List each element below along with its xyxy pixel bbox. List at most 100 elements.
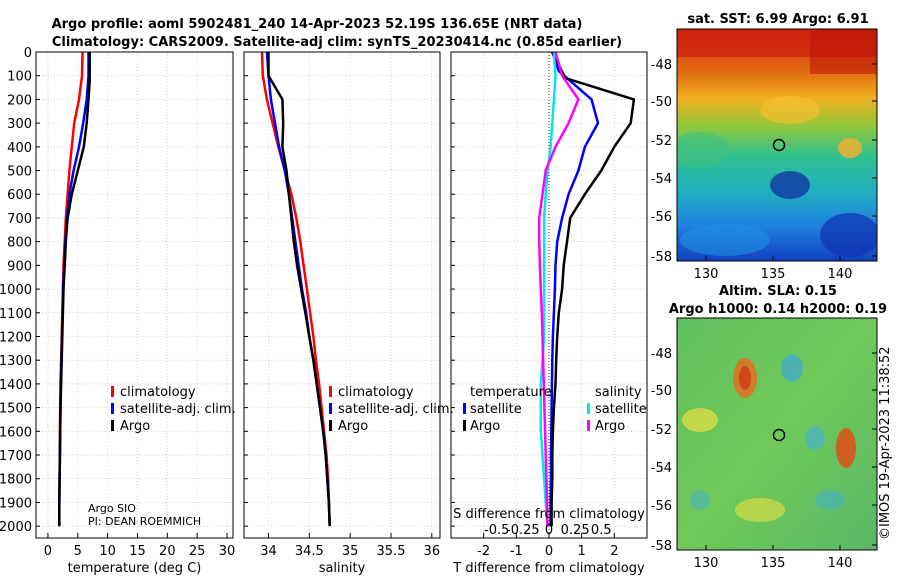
legend-climatology: climatology	[120, 385, 196, 400]
chart-temperature: 0 5 10 15 20 25 300100200300400500600700800900…	[0, 46, 235, 576]
y-tick-label: 300	[7, 117, 32, 132]
x-tick-label: 34.5	[295, 544, 324, 559]
lon-tick-label: 140	[828, 267, 853, 282]
legend-swatch-satellite	[111, 403, 114, 414]
legend-swatch-s-satellite	[587, 403, 590, 414]
lat-tick-label: -52	[651, 423, 672, 438]
x-tick-label: 2	[610, 544, 618, 559]
lat-tick-label: -50	[651, 384, 672, 399]
lat-tick-label: -58	[651, 539, 672, 554]
y-tick-label: 700	[7, 212, 32, 227]
x-tick-label: 35	[342, 544, 359, 559]
x-tick-label: 0	[44, 544, 52, 559]
y-tick-label: 200	[7, 93, 32, 108]
chart-difference: -2 -1 0 1 2 T difference from climatology S di…	[450, 51, 648, 576]
figure-title-line2: Climatology: CARS2009. Satellite-adj cli…	[52, 35, 622, 50]
series-t-argo	[550, 51, 636, 527]
lat-tick-label: -54	[651, 461, 672, 476]
y-tick-label: 2000	[0, 520, 32, 535]
y-tick-label: 1200	[0, 330, 32, 345]
x-axis-label: temperature (deg C)	[68, 561, 202, 576]
lon-tick-label: 135	[761, 556, 786, 571]
chart-salinity: 34 34.5 35 35.5 36 salinity	[243, 51, 441, 576]
y-tick-label: 100	[7, 70, 32, 85]
legend-t-satellite: satellite	[470, 402, 522, 417]
y-tick-label: 1000	[0, 283, 32, 298]
y-tick-label: 1100	[0, 307, 32, 322]
lat-tick-label: -48	[651, 58, 672, 73]
legend-swatch-s-argo	[587, 420, 590, 431]
series-argo	[267, 52, 331, 527]
legend-argo: Argo	[120, 419, 150, 434]
y-tick-label: 900	[7, 259, 32, 274]
legend-s-satellite: satellite	[595, 402, 647, 417]
legend-swatch-climatology	[111, 386, 114, 397]
lat-tick-label: -58	[651, 250, 672, 265]
difference-legend: temperature satellite Argo salinity sate…	[463, 385, 647, 434]
x-tick-label: 34	[260, 544, 277, 559]
secondary-x-tick-label: 0.5	[591, 523, 612, 538]
y-tick-label: 1800	[0, 473, 32, 488]
legend-swatch-t-satellite	[463, 403, 466, 414]
argo-position-marker	[772, 428, 786, 442]
legend-swatch-t-argo	[463, 420, 466, 431]
series-s-argo	[537, 51, 580, 527]
sst-map: sat. SST: 6.99 Argo: 6.91 -48 -50 -52 -54 -5…	[651, 12, 878, 282]
secondary-x-tick-label: 0.25	[561, 523, 590, 538]
salinity-legend: climatology satellite-adj. clim. Argo	[329, 385, 454, 434]
lat-tick-label: -48	[651, 347, 672, 362]
x-tick-label: 0	[545, 544, 553, 559]
legend-s-argo: Argo	[595, 419, 625, 434]
legend-climatology: climatology	[338, 385, 414, 400]
y-tick-label: 1900	[0, 496, 32, 511]
y-tick-label: 600	[7, 188, 32, 203]
x-tick-label: -2	[477, 544, 490, 559]
lat-tick-label: -56	[651, 210, 672, 225]
lat-tick-label: -52	[651, 134, 672, 149]
x-tick-label: 5	[74, 544, 82, 559]
legend-swatch-climatology	[329, 386, 332, 397]
secondary-x-tick-label: -0.25	[506, 523, 540, 538]
y-tick-label: 1300	[0, 354, 32, 369]
lat-tick-label: -50	[651, 95, 672, 110]
credit: Argo SIO PI: DEAN ROEMMICH	[88, 502, 201, 528]
sst-map-title: sat. SST: 6.99 Argo: 6.91	[687, 12, 868, 27]
figure-title-line1: Argo profile: aoml 5902481_240 14-Apr-20…	[52, 17, 583, 32]
x-tick-label: 35.5	[377, 544, 406, 559]
lon-tick-label: 130	[694, 267, 719, 282]
x-tick-label: -1	[510, 544, 523, 559]
lat-tick-label: -54	[651, 172, 672, 187]
legend-swatch-satellite	[329, 403, 332, 414]
x-tick-label: 10	[99, 544, 116, 559]
x-tick-label: 15	[129, 544, 146, 559]
x-tick-label: 36	[424, 544, 441, 559]
argo-position-marker	[772, 138, 786, 152]
legend-t-argo: Argo	[470, 419, 500, 434]
series-s-satellite	[539, 51, 557, 527]
lon-tick-label: 140	[828, 556, 853, 571]
legend-salinity-header: salinity	[595, 385, 642, 400]
x-tick-label: 1	[578, 544, 586, 559]
y-tick-label: 1500	[0, 402, 32, 417]
secondary-x-axis-label: S difference from climatology	[453, 507, 645, 522]
lon-tick-label: 135	[761, 267, 786, 282]
credit-line1: Argo SIO	[88, 502, 136, 515]
x-tick-label: 25	[189, 544, 206, 559]
plot-frame	[243, 51, 441, 539]
y-tick-label: 1400	[0, 378, 32, 393]
legend-argo: Argo	[338, 419, 368, 434]
sla-map-title1: Altim. SLA: 0.15	[719, 284, 837, 299]
legend-temperature-header: temperature	[470, 385, 552, 400]
lon-tick-label: 130	[694, 556, 719, 571]
x-axis-label: T difference from climatology	[452, 561, 645, 576]
x-tick-label: 20	[159, 544, 176, 559]
y-tick-label: 800	[7, 236, 32, 251]
secondary-x-tick-label: 0	[545, 523, 553, 538]
legend-satellite: satellite-adj. clim.	[338, 402, 454, 417]
sla-map-title2: Argo h1000: 0.14 h2000: 0.19	[669, 302, 887, 317]
x-axis-label: salinity	[319, 561, 366, 576]
legend-swatch-argo	[111, 420, 114, 431]
x-tick-label: 30	[219, 544, 236, 559]
series-argo	[58, 52, 91, 527]
